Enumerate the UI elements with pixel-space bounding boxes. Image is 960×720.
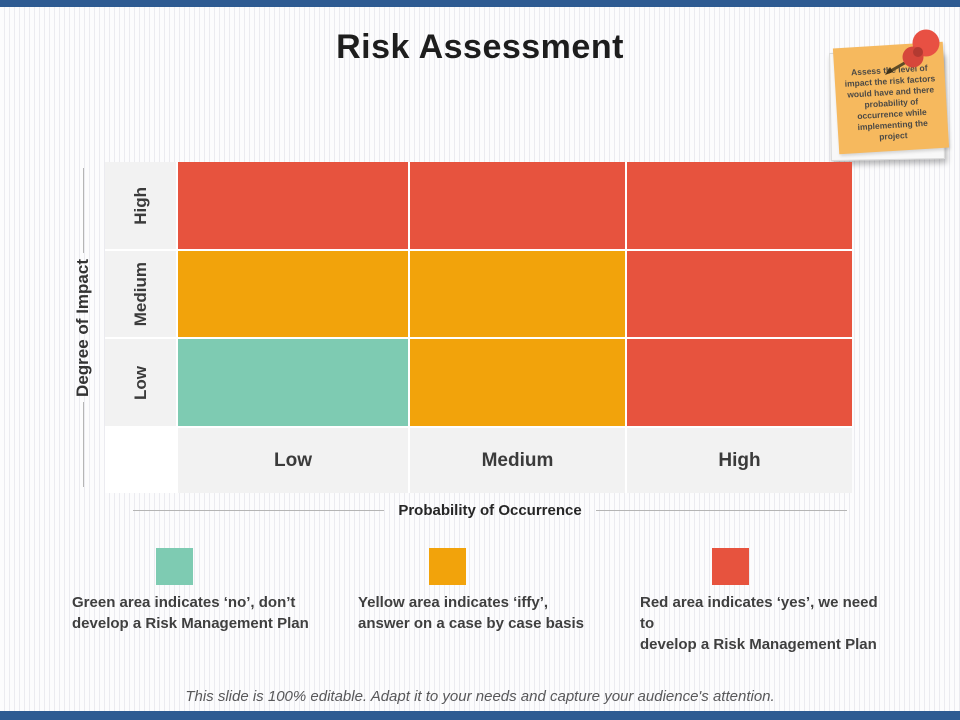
slide-footer: This slide is 100% editable. Adapt it to… — [185, 688, 775, 705]
y-axis: Degree of Impact — [72, 162, 94, 493]
matrix-cell — [410, 162, 625, 249]
legend-line: Yellow area indicates ‘iffy’, — [358, 594, 549, 611]
x-axis-line-left — [133, 509, 385, 511]
risk-matrix: High Medium Low Low Medium High — [105, 162, 852, 493]
legend-swatch-yellow — [429, 548, 466, 585]
matrix-cell — [410, 251, 625, 337]
row-label-text: High — [130, 186, 150, 225]
y-axis-label: Degree of Impact — [73, 258, 92, 397]
matrix-cell — [627, 339, 852, 426]
legend-item: Yellow area indicates ‘iffy’, answer on … — [358, 548, 593, 634]
row-label-text: Medium — [130, 261, 150, 327]
legend-line: answer on a case by case basis — [358, 615, 584, 632]
legend-text: Yellow area indicates ‘iffy’, answer on … — [358, 592, 593, 634]
page-title: Risk Assessment — [336, 28, 624, 66]
top-border-bar — [0, 0, 960, 7]
legend-swatch-green — [156, 548, 193, 585]
matrix-cell — [178, 339, 408, 426]
legend-line: develop a Risk Management Plan — [640, 636, 877, 653]
row-label-text: Low — [130, 365, 150, 400]
y-axis-line-bottom — [82, 402, 84, 487]
matrix-cell — [627, 251, 852, 337]
legend-text: Red area indicates ‘yes’, we need to dev… — [640, 592, 890, 655]
legend-swatch-red — [712, 548, 749, 585]
push-pin-icon — [885, 29, 940, 75]
bottom-border-bar — [0, 711, 960, 720]
matrix-cell — [627, 162, 852, 249]
y-axis-line-top — [82, 168, 84, 253]
legend-line: Red area indicates ‘yes’, we need to — [640, 594, 878, 632]
x-axis: Probability of Occurrence — [133, 498, 848, 522]
row-label-low: Low — [105, 339, 176, 426]
x-axis-label: Probability of Occurrence — [398, 501, 582, 519]
legend-item: Red area indicates ‘yes’, we need to dev… — [640, 548, 890, 655]
x-axis-line-right — [595, 509, 848, 511]
row-label-medium: Medium — [105, 251, 176, 337]
col-label-low: Low — [178, 428, 408, 493]
legend-line: Green area indicates ‘no’, don’t — [72, 594, 296, 611]
matrix-cell — [178, 251, 408, 337]
col-label-high: High — [627, 428, 852, 493]
legend-item: Green area indicates ‘no’, don’t develop… — [72, 548, 317, 634]
matrix-cell — [178, 162, 408, 249]
legend-text: Green area indicates ‘no’, don’t develop… — [72, 592, 317, 634]
row-label-high: High — [105, 162, 176, 249]
matrix-cell — [410, 339, 625, 426]
legend-line: develop a Risk Management Plan — [72, 615, 309, 632]
col-label-medium: Medium — [410, 428, 625, 493]
corner-cell — [105, 428, 176, 493]
